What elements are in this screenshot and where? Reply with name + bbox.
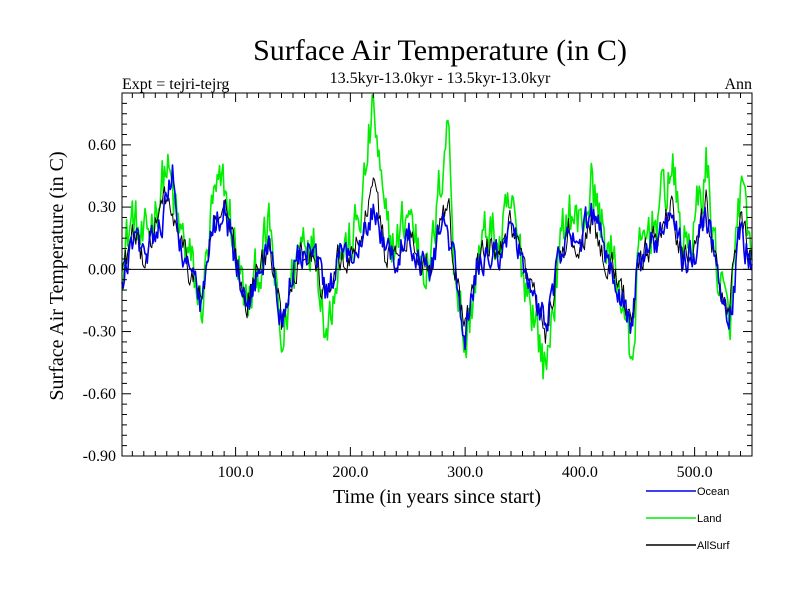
y-tick-label: -0.30 bbox=[83, 324, 116, 341]
chart-subtitle: 13.5kyr-13.0kyr - 13.5kyr-13.0kyr bbox=[330, 70, 551, 87]
y-tick-label: -0.90 bbox=[83, 448, 116, 465]
x-tick-label: 100.0 bbox=[218, 464, 254, 481]
ticks-layer: 100.0 200.0 300.0 400.0 500.0 0.60 0.30 0.00 -0.… bbox=[83, 92, 753, 481]
season-label: Ann bbox=[724, 76, 752, 93]
legend: Ocean Land AllSurf bbox=[646, 486, 730, 552]
x-tick-label: 500.0 bbox=[677, 464, 713, 481]
y-tick-label: -0.60 bbox=[83, 386, 116, 403]
chart-title: Surface Air Temperature (in C) bbox=[253, 34, 627, 67]
y-tick-label: 0.30 bbox=[88, 199, 116, 216]
experiment-label: Expt = tejri-tejrg bbox=[122, 76, 229, 93]
series-layer bbox=[121, 94, 753, 380]
series-line-land bbox=[121, 94, 753, 380]
legend-label-ocean: Ocean bbox=[697, 486, 729, 498]
y-tick-label: 0.00 bbox=[88, 261, 116, 278]
legend-label-land: Land bbox=[697, 513, 721, 525]
legend-label-allsurf: AllSurf bbox=[697, 540, 730, 552]
plot-frame bbox=[121, 92, 753, 457]
series-line-ocean bbox=[121, 164, 753, 351]
x-tick-label: 300.0 bbox=[447, 464, 483, 481]
x-tick-label: 400.0 bbox=[562, 464, 598, 481]
x-axis-label: Time (in years since start) bbox=[333, 486, 541, 508]
x-tick-label: 200.0 bbox=[332, 464, 368, 481]
y-axis-label: Surface Air Temperature (in C) bbox=[46, 151, 68, 400]
y-tick-label: 0.60 bbox=[88, 137, 116, 154]
